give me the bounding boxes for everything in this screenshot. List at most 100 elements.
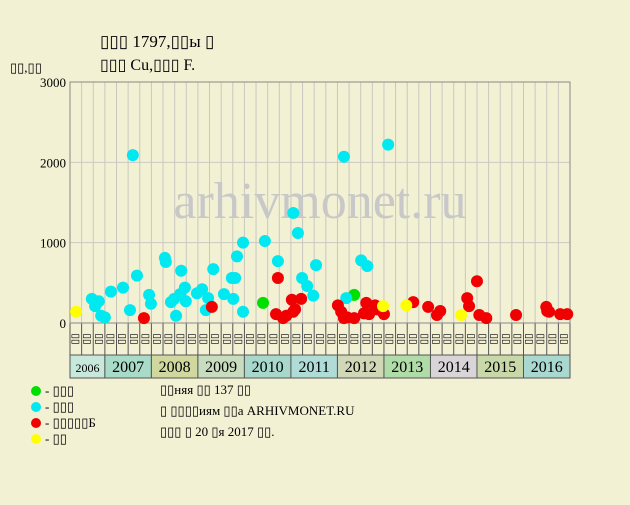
point	[205, 300, 218, 313]
point	[510, 308, 523, 321]
quarter-label: ▯▯	[198, 333, 209, 344]
year-label: 2016	[531, 359, 563, 376]
quarter-label: ▯▯	[163, 333, 174, 344]
quarter-label: ▯▯	[535, 333, 546, 344]
quarter-label: ▯▯	[152, 333, 163, 344]
point	[463, 300, 476, 313]
quarter-label: ▯▯	[442, 333, 453, 344]
legend-marker	[31, 386, 41, 396]
point	[340, 292, 353, 305]
quarter-label: ▯▯	[431, 333, 442, 344]
point	[70, 305, 83, 318]
quarter-label: ▯▯	[489, 333, 500, 344]
point	[271, 255, 284, 268]
quarter-label: ▯▯	[70, 333, 81, 344]
quarter-label: ▯▯	[256, 333, 267, 344]
point	[271, 272, 284, 285]
quarter-label: ▯▯	[245, 333, 256, 344]
note: ▯ ▯▯▯▯иям ▯▯а ARHIVMONET.RU	[160, 403, 355, 418]
point	[124, 304, 136, 317]
point	[126, 149, 139, 162]
quarter-label: ▯▯	[128, 333, 139, 344]
quarter-label: ▯▯	[465, 333, 476, 344]
chart-title: ▯▯▯ 1797,▯▯ы ▯	[100, 32, 214, 51]
quarter-label: ▯▯	[454, 333, 465, 344]
quarter-label: ▯▯	[326, 333, 337, 344]
note: ▯▯▯ ▯ 20 ▯я 2017 ▯▯.	[160, 424, 275, 439]
year-label: 2012	[345, 359, 377, 376]
point	[117, 281, 130, 294]
point	[179, 295, 192, 308]
point	[144, 297, 157, 310]
point	[400, 299, 413, 312]
point	[422, 300, 435, 313]
quarter-label: ▯▯	[396, 333, 407, 344]
point	[170, 309, 183, 322]
quarter-label: ▯▯	[512, 333, 523, 344]
point	[295, 292, 308, 305]
point	[480, 312, 493, 325]
quarter-label: ▯▯	[384, 333, 395, 344]
quarter-label: ▯▯	[477, 333, 488, 344]
point	[287, 206, 300, 219]
note: ▯▯няя ▯▯ 137 ▯▯	[160, 382, 251, 397]
legend-label: - ▯▯▯	[45, 399, 74, 414]
quarter-label: ▯▯	[349, 333, 360, 344]
quarter-label: ▯▯	[524, 333, 535, 344]
point	[104, 285, 117, 298]
point	[227, 292, 240, 305]
point	[285, 293, 298, 306]
point	[137, 312, 150, 325]
quarter-label: ▯▯	[419, 333, 430, 344]
point	[229, 272, 242, 285]
point	[307, 289, 320, 302]
point	[258, 235, 271, 248]
quarter-label: ▯▯	[233, 333, 244, 344]
quarter-label: ▯▯	[140, 333, 151, 344]
year-label: 2008	[159, 359, 191, 376]
quarter-label: ▯▯	[117, 333, 128, 344]
legend-marker	[31, 434, 41, 444]
point	[257, 296, 270, 309]
year-label: 2006	[75, 361, 99, 375]
point	[237, 236, 250, 249]
quarter-label: ▯▯	[314, 333, 325, 344]
point	[237, 305, 250, 318]
point	[455, 308, 468, 321]
point	[230, 250, 243, 263]
quarter-label: ▯▯	[93, 333, 104, 344]
quarter-label: ▯▯	[291, 333, 302, 344]
point	[337, 150, 350, 163]
point	[377, 300, 390, 313]
point	[196, 283, 209, 296]
quarter-label: ▯▯	[279, 333, 290, 344]
legend-marker	[31, 402, 41, 412]
point	[348, 312, 361, 325]
point	[98, 311, 111, 324]
quarter-label: ▯▯	[303, 333, 314, 344]
point	[301, 280, 314, 293]
year-label: 2015	[484, 359, 516, 376]
year-label: 2007	[112, 359, 144, 376]
point	[382, 138, 395, 151]
quarter-label: ▯▯	[372, 333, 383, 344]
point	[207, 263, 220, 276]
watermark: arhivmonet.ru	[173, 173, 466, 230]
point	[291, 227, 304, 240]
point	[178, 281, 191, 294]
year-label: 2009	[205, 359, 237, 376]
point	[289, 303, 302, 316]
quarter-label: ▯▯	[500, 333, 511, 344]
point	[92, 295, 105, 308]
point	[217, 288, 230, 301]
year-label: 2014	[438, 359, 470, 376]
plot-frame	[69, 81, 571, 324]
quarter-label: ▯▯	[210, 333, 221, 344]
y-tick-label: 3000	[40, 75, 66, 90]
year-label: 2011	[298, 359, 329, 376]
legend-label: - ▯▯▯▯▯Б	[45, 415, 96, 430]
quarter-label: ▯▯	[547, 333, 558, 344]
y-tick-label: 0	[60, 316, 67, 331]
point	[361, 259, 374, 272]
